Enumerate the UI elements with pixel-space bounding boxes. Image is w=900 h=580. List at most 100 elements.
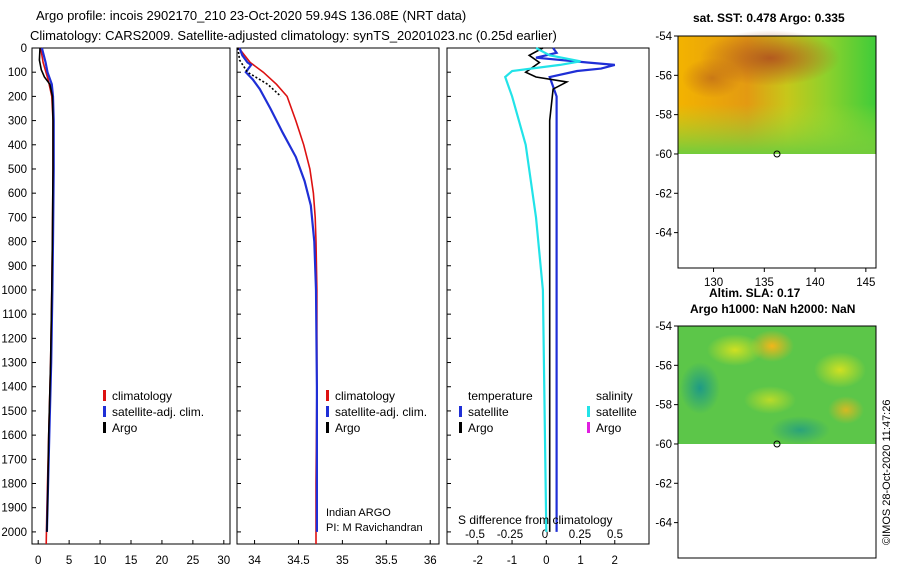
map2-title-line2: Argo h1000: NaN h2000: NaN [690,302,855,316]
legend-swatch-climatology [326,390,329,401]
diff-x-axis: -2 -1 0 1 2 [473,540,618,567]
depth-tick-label: 1400 [1,382,27,394]
credit-stamp: ©IMOS 28-Oct-2020 11:47:26 [881,400,893,545]
diff-footer-label: S difference from climatology [458,513,613,527]
x-tick-label: 0 [543,555,549,567]
legend-label-argo: Argo [112,421,138,435]
map-y-tick-label: -54 [655,31,672,43]
legend-swatch-climatology [103,390,106,401]
sst-map [677,30,877,269]
sla-high-patch [828,396,864,424]
temp-x-axis: 0 5 10 15 20 25 30 [35,540,230,567]
series-line-temperature-satellite [535,47,616,532]
legend-swatch-temp-argo [459,422,462,433]
temp-series [38,47,55,545]
depth-tick-label: 400 [8,140,27,152]
x-tick-label: 36 [424,555,437,567]
salinity-legend: climatology satellite-adj. clim. Argo [326,389,427,435]
series-line-temperature-argo [524,47,570,532]
depth-tick-label: 700 [8,212,27,224]
map-y-tick-label: -56 [655,360,672,372]
x-tick-label: 5 [66,555,72,567]
depth-tick-label: 200 [8,91,27,103]
x-tick-label: 34 [248,555,261,567]
depth-tick-label: 300 [8,116,27,128]
x-tick-label: 10 [94,555,107,567]
x2-tick-label: -0.25 [497,529,523,541]
legend-swatch-sal-argo [587,422,590,433]
map2-title-line1: Altim. SLA: 0.17 [709,286,801,300]
legend-heading-temperature: temperature [468,389,533,403]
map-y-tick-label: -64 [655,228,672,240]
depth-tick-label: 1200 [1,333,27,345]
depth-tick-label: 1600 [1,430,27,442]
depth-tick-label: 0 [21,43,27,55]
depth-tick-label: 600 [8,188,27,200]
legend-swatch-temp-satellite [459,406,462,417]
diff-legend: temperature salinity satellite Argo sate… [459,389,637,435]
temp-panel-frame [31,47,231,545]
depth-tick-label: 1300 [1,358,27,370]
depth-tick-label: 2000 [1,527,27,539]
map-y-tick-label: -56 [655,70,672,82]
diff-panel-frame [446,47,650,545]
x-tick-label: 1 [577,555,583,567]
temp-legend: climatology satellite-adj. clim. Argo [103,389,204,435]
argo-position-marker [773,440,781,448]
sla-map [677,325,877,559]
map1-x-axis: 130 135 140 145 [704,268,875,289]
x2-tick-label: 0.5 [607,529,623,541]
legend-swatch-argo [326,422,329,433]
x-tick-label: 2 [612,555,618,567]
map1-y-axis: -54 -56 -58 -60 -62 -64 [655,31,678,240]
map-x-tick-label: 130 [704,277,723,289]
x-tick-label: -1 [507,555,517,567]
map-y-tick-label: -60 [655,149,672,161]
x-tick-label: 30 [217,555,230,567]
legend-swatch-argo [103,422,106,433]
map-x-tick-label: 140 [805,277,824,289]
depth-tick-label: 1100 [2,309,27,321]
figure-title-line1: Argo profile: incois 2902170_210 23-Oct-… [36,8,466,23]
legend-swatch-sal-satellite [587,406,590,417]
depth-axis: 0 100 200 300 400 500 600 700 800 900 1000 1100 1200… [1,43,451,539]
series-line-salinity-satellite [503,47,581,532]
sla-mid-patch [707,334,763,366]
depth-tick-label: 1900 [1,503,27,515]
depth-tick-label: 800 [8,237,27,249]
salinity-x-axis: 34 34.5 35 35.5 36 [248,540,437,567]
depth-tick-label: 1500 [1,406,27,418]
x-tick-label: 25 [186,555,199,567]
x2-tick-label: 0.25 [569,529,591,541]
legend-swatch-satellite [326,406,329,417]
map2-frame [677,325,877,559]
map-y-tick-label: -58 [655,110,672,122]
sla-mid-patch [814,352,866,388]
map-y-tick-label: -62 [655,478,672,490]
x-tick-label: 20 [156,555,169,567]
legend-label-climatology: climatology [112,389,172,403]
map-x-tick-label: 135 [755,277,774,289]
legend-heading-salinity: salinity [596,389,633,403]
map-y-tick-label: -58 [655,400,672,412]
argo-position-marker [773,150,781,158]
depth-tick-label: 100 [8,67,27,79]
sla-mid-patch [744,386,796,414]
series-line-satellite-adj-clim- [238,47,318,532]
x2-tick-label: -0.5 [465,529,485,541]
diff-x-axis-secondary: -0.5 -0.25 0 0.25 0.5 [465,529,623,541]
figure-title-line2: Climatology: CARS2009. Satellite-adjuste… [30,28,557,43]
sst-nodata-area [678,154,876,268]
map-x-tick-label: 145 [856,277,875,289]
institution-line2: PI: M Ravichandran [326,522,423,534]
x-tick-label: 0 [35,555,41,567]
x2-tick-label: 0 [542,529,548,541]
depth-tick-label: 500 [8,164,27,176]
map1-frame [677,35,877,269]
salinity-series [237,47,318,544]
institution-line1: Indian ARGO [326,507,391,519]
x-tick-label: 34.5 [287,555,309,567]
depth-tick-label: 1700 [1,454,27,466]
legend-label-sal-argo: Argo [596,421,622,435]
